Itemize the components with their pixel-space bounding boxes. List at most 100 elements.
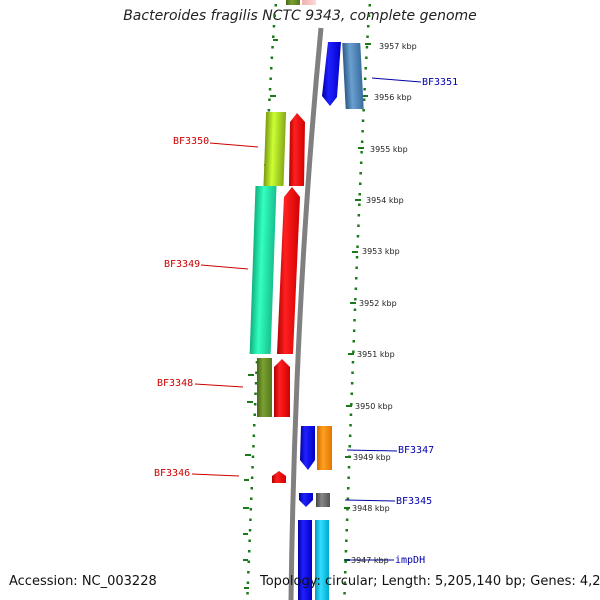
ring-dot — [363, 77, 367, 80]
ring-dot — [253, 413, 256, 416]
ring-dot — [357, 214, 361, 217]
ring-dot — [362, 98, 366, 101]
genome-backbone — [288, 27, 324, 600]
map-title: Bacteroides fragilis NCTC 9343, complete… — [123, 8, 477, 24]
ring-dot — [358, 203, 361, 206]
ring-dot — [361, 119, 365, 122]
ring-dot — [343, 592, 346, 595]
ring-dot — [360, 140, 364, 143]
ring-dot — [362, 109, 365, 112]
ring-dot — [248, 529, 252, 532]
ring-dot — [350, 403, 353, 406]
ring-dot — [344, 560, 347, 563]
ring-dot — [247, 560, 250, 563]
cog-bar-bf3351 — [342, 43, 364, 109]
gene-arrow-bf3351 — [322, 42, 341, 106]
gene-label-left: BF3349 — [164, 259, 200, 270]
ring-dot — [356, 245, 359, 248]
ring-dot — [254, 382, 258, 385]
ring-dot — [252, 445, 255, 448]
ring-dot — [271, 46, 274, 49]
ring-dot — [249, 518, 252, 521]
gene-arrow-impdh — [298, 520, 312, 600]
kbp-labels: 3957 kbp 3956 kbp 3955 kbp 3954 kbp 3953… — [351, 42, 417, 565]
ring-dot — [361, 130, 364, 133]
ring-dot — [267, 109, 271, 112]
ring-dot — [269, 77, 272, 80]
gene-arrow-bf3348 — [274, 359, 290, 417]
cog-bar-top-right — [302, 0, 316, 5]
cog-bars — [249, 0, 364, 600]
ring-dot — [343, 581, 347, 584]
gene-arrow-bf3346 — [272, 471, 286, 483]
topology-info: Topology: circular; Length: 5,205,140 bp… — [260, 574, 600, 589]
ring-dot — [252, 434, 256, 437]
ring-dot — [363, 88, 366, 91]
gene-arrow-bf3347 — [300, 426, 315, 470]
ring-dot — [368, 4, 371, 7]
ring-dot — [350, 382, 354, 385]
cog-bar-bf3350 — [263, 112, 287, 186]
ring-dot — [274, 4, 277, 7]
ring-dot — [270, 67, 273, 70]
ring-dot — [355, 277, 358, 280]
ring-dot — [255, 361, 259, 364]
ring-dot — [358, 193, 361, 196]
ring-dot — [367, 14, 371, 17]
ring-dot — [365, 46, 369, 49]
gene-label-left: BF3348 — [157, 378, 193, 389]
cog-bar-impdh — [315, 520, 329, 600]
ring-dot — [268, 88, 272, 91]
ring-dot — [360, 151, 363, 154]
ring-dot — [359, 182, 362, 185]
kbp-label: 3953 kbp — [362, 247, 400, 256]
ring-dot — [346, 497, 350, 500]
ring-dot — [251, 466, 254, 469]
gene-labels: BF3350 BF3349 BF3348 BF3346 BF3351 BF334… — [154, 77, 458, 566]
ring-dot — [254, 392, 257, 395]
cog-bar-bf3348 — [257, 358, 272, 417]
ring-dot — [351, 361, 355, 364]
ring-dot — [246, 592, 249, 595]
ring-dot — [251, 455, 255, 458]
gene-label-left: BF3350 — [173, 136, 209, 147]
ring-dot — [355, 256, 359, 259]
kbp-label: 3957 kbp — [379, 42, 417, 51]
gene-label-left: BF3346 — [154, 468, 190, 479]
ring-dot — [344, 571, 347, 574]
gene-label-right: BF3347 — [398, 445, 434, 456]
ring-dot — [249, 508, 253, 511]
ring-dot — [272, 25, 276, 28]
ring-dot — [246, 581, 250, 584]
kbp-label: 3955 kbp — [370, 145, 408, 154]
gene-arrow-bf3350 — [289, 113, 305, 186]
ring-dot — [345, 539, 348, 542]
ring-dot — [350, 392, 353, 395]
ring-dot — [248, 550, 251, 553]
kbp-label: 3956 kbp — [374, 93, 412, 102]
ring-dot — [345, 529, 348, 532]
ring-dot — [255, 371, 258, 374]
ring-dot — [364, 67, 367, 70]
cog-bar-bf3345 — [316, 493, 330, 507]
ring-dot — [354, 298, 357, 301]
ring-dot — [345, 518, 349, 521]
ring-dot — [365, 56, 368, 59]
cog-bar-top — [286, 0, 300, 5]
ring-dot — [347, 487, 350, 490]
ring-dot — [353, 319, 356, 322]
kbp-label: 3949 kbp — [353, 453, 391, 462]
ring-dot — [268, 98, 271, 101]
ring-dot — [344, 550, 348, 553]
ring-dot — [346, 508, 349, 511]
ring-dot — [349, 424, 352, 427]
ring-dot — [248, 539, 251, 542]
ring-dot — [353, 308, 357, 311]
kbp-label: 3952 kbp — [359, 299, 397, 308]
ring-dot — [357, 224, 360, 227]
ring-dot — [366, 35, 369, 38]
dotted-ring-right — [343, 4, 371, 595]
ring-dot — [352, 350, 355, 353]
ring-dot — [347, 466, 351, 469]
